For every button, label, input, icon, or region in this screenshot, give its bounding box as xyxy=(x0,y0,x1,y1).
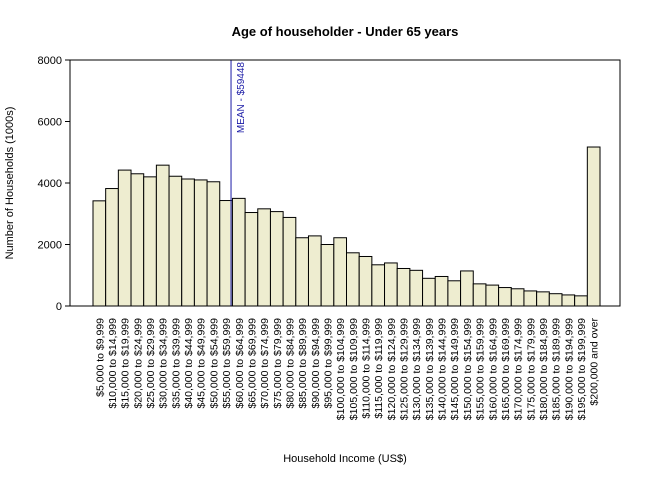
bar xyxy=(257,208,271,307)
x-tick-label: $40,000 to $44,999 xyxy=(183,318,195,409)
bar xyxy=(219,200,233,307)
x-tick-label: $50,000 to $54,999 xyxy=(208,318,220,409)
x-tick-label: $85,000 to $89,999 xyxy=(297,318,309,409)
x-tick-label: $185,000 to $189,999 xyxy=(551,318,563,420)
chart-title: Age of householder - Under 65 years xyxy=(232,24,459,39)
x-tick-labels: $5,000 to $9,999 $10,000 to $14,999 $15,00… xyxy=(94,318,600,421)
x-tick-label: $35,000 to $39,999 xyxy=(170,318,182,409)
x-tick-label: $105,000 to $109,999 xyxy=(348,318,360,420)
x-tick-label: $70,000 to $74,999 xyxy=(259,318,271,409)
bar xyxy=(460,270,474,307)
annotations: MEAN - $59448 xyxy=(230,60,247,306)
y-axis: 0 2000 4000 6000 8000 xyxy=(38,55,70,313)
bar xyxy=(117,169,132,307)
x-tick-label: $150,000 to $154,999 xyxy=(462,318,474,420)
bar xyxy=(548,293,563,307)
x-tick-label: $75,000 to $79,999 xyxy=(272,318,284,409)
bar xyxy=(396,267,411,307)
x-tick-label: $55,000 to $59,999 xyxy=(221,318,233,409)
mean-label: MEAN - $59448 xyxy=(236,62,247,134)
x-tick-label: $115,000 to $119,999 xyxy=(373,318,385,419)
bar xyxy=(434,275,449,307)
x-tick-label: $130,000 to $134,999 xyxy=(411,318,423,420)
bar xyxy=(295,237,309,307)
x-tick-label: $145,000 to $149,999 xyxy=(449,318,461,420)
x-tick-label: $120,000 to $124,999 xyxy=(386,318,398,420)
x-tick-label: $60,000 to $64,999 xyxy=(234,318,246,409)
x-tick-label: $65,000 to $69,999 xyxy=(246,318,258,409)
x-tick-label: $95,000 to $99,999 xyxy=(322,318,334,409)
x-tick-label: $155,000 to $159,999 xyxy=(475,318,487,420)
x-axis-label: Household Income (US$) xyxy=(283,453,407,465)
bar xyxy=(105,188,119,307)
bar xyxy=(409,269,424,307)
bar xyxy=(92,200,107,307)
x-tick-label: $25,000 to $29,999 xyxy=(145,318,157,409)
y-tick-label: 2000 xyxy=(38,240,62,252)
bar xyxy=(282,216,297,307)
bar xyxy=(333,237,348,307)
bar xyxy=(130,173,145,307)
x-tick-label: $110,000 to $114,999 xyxy=(361,318,373,419)
x-tick-label: $200,000 and over xyxy=(589,318,601,406)
x-tick-label: $190,000 to $194,999 xyxy=(563,318,575,420)
x-tick-label: $195,000 to $199,999 xyxy=(576,318,588,420)
bar xyxy=(206,181,221,307)
x-tick-label: $170,000 to $174,999 xyxy=(513,318,525,420)
bar xyxy=(536,291,550,307)
plot-frame xyxy=(69,59,621,307)
bar xyxy=(510,288,525,307)
x-tick-label: $140,000 to $144,999 xyxy=(437,318,449,420)
x-tick-label: $90,000 to $94,999 xyxy=(310,318,322,409)
x-tick-label: $175,000 to $179,999 xyxy=(525,318,537,420)
bar xyxy=(320,244,335,307)
bar xyxy=(447,280,462,307)
x-tick-label: $135,000 to $139,999 xyxy=(424,318,436,420)
bar xyxy=(155,164,170,307)
y-tick-label: 4000 xyxy=(38,178,62,190)
x-tick-label: $165,000 to $169,999 xyxy=(500,318,512,420)
bar xyxy=(269,211,284,307)
x-tick-label: $160,000 to $164,999 xyxy=(487,318,499,420)
bar xyxy=(371,264,386,307)
bar xyxy=(422,277,436,307)
bar xyxy=(498,287,512,307)
x-tick-label: $20,000 to $24,999 xyxy=(132,318,144,409)
x-tick-label: $125,000 to $129,999 xyxy=(399,318,411,420)
bar xyxy=(231,197,246,307)
x-tick-label: $45,000 to $49,999 xyxy=(196,318,208,409)
y-tick-label: 0 xyxy=(56,301,62,313)
x-tick-label: $180,000 to $184,999 xyxy=(538,318,550,420)
bar xyxy=(244,212,259,307)
bar xyxy=(193,179,208,307)
bar xyxy=(586,146,601,307)
y-tick-label: 8000 xyxy=(38,55,62,67)
y-axis-label: Number of Households (1000s) xyxy=(4,107,16,260)
x-tick-label: $15,000 to $19,999 xyxy=(120,318,132,409)
bar xyxy=(168,175,183,307)
x-tick-label: $30,000 to $34,999 xyxy=(158,318,170,409)
bar xyxy=(561,294,576,307)
x-tick-label: $80,000 to $84,999 xyxy=(284,318,296,409)
x-tick-label: $100,000 to $104,999 xyxy=(335,318,347,420)
x-tick-label: $10,000 to $14,999 xyxy=(107,318,119,409)
bar xyxy=(358,255,373,307)
x-tick-label: $5,000 to $9,999 xyxy=(94,318,106,397)
bar xyxy=(472,283,487,307)
bar xyxy=(307,235,322,307)
bar xyxy=(523,290,538,307)
bar xyxy=(384,262,398,307)
bar xyxy=(574,295,588,307)
bar xyxy=(346,252,360,307)
y-tick-label: 6000 xyxy=(38,117,62,129)
bar xyxy=(485,284,500,307)
bars-group xyxy=(92,146,601,307)
bar xyxy=(143,176,157,307)
bar xyxy=(181,178,195,307)
